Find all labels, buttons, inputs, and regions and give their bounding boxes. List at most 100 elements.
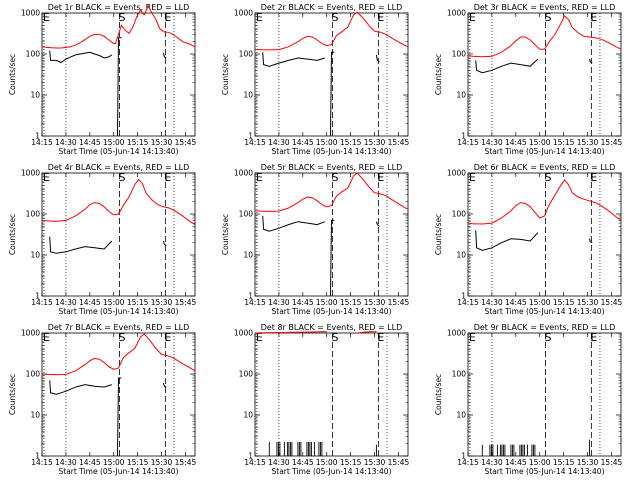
y-tick-label: 100 xyxy=(452,50,467,59)
marker-label: E xyxy=(377,171,384,184)
detector-panel-5: Det 5r BLACK = Events, RED = LLD 1 10 100 10… xyxy=(213,160,426,320)
series-lld-line xyxy=(254,172,409,212)
marker-label: S xyxy=(331,331,338,344)
y-tick-label: 1000 xyxy=(447,9,466,18)
x-tick-label: 15:00 xyxy=(316,138,338,147)
marker-label: S xyxy=(118,331,125,344)
marker-label: E xyxy=(164,171,171,184)
y-axis-label: Counts/sec xyxy=(8,214,17,255)
series-events-line xyxy=(262,215,325,232)
x-tick-label: 15:45 xyxy=(175,138,197,147)
y-tick-label: 1000 xyxy=(447,329,466,338)
marker-label: E xyxy=(469,331,476,344)
x-tick-label: 15:45 xyxy=(388,458,410,467)
plot-frame xyxy=(41,12,196,137)
x-tick-label: 14:45 xyxy=(79,458,101,467)
x-tick-label: 14:15 xyxy=(457,138,479,147)
series-events-line xyxy=(588,58,593,64)
chart-svg: Det 8r BLACK = Events, RED = LLD 1 10 100 10… xyxy=(234,323,410,476)
x-tick-label: 15:45 xyxy=(388,138,410,147)
marker-label: E xyxy=(377,11,384,24)
x-tick-label: 14:45 xyxy=(292,298,314,307)
x-axis-label: Start Time (05-Jun-14 14:13:40) xyxy=(485,307,605,316)
y-tick-label: 100 xyxy=(452,210,467,219)
x-tick-label: 14:45 xyxy=(292,138,314,147)
x-tick-label: 15:15 xyxy=(340,138,362,147)
y-tick-label: 1 xyxy=(35,452,40,461)
y-tick-label: 1000 xyxy=(447,169,466,178)
x-axis-label: Start Time (05-Jun-14 14:13:40) xyxy=(59,307,179,316)
plot-frame xyxy=(41,172,196,297)
y-tick-label: 1 xyxy=(461,292,466,301)
series-events-line xyxy=(330,219,335,297)
y-tick-label: 10 xyxy=(243,411,253,420)
chart-title: Det 3r BLACK = Events, RED = LLD xyxy=(474,3,616,12)
marker-label: E xyxy=(43,331,50,344)
x-tick-label: 15:00 xyxy=(103,138,125,147)
y-tick-label: 10 xyxy=(30,411,40,420)
x-tick-label: 14:30 xyxy=(481,298,503,307)
chart-title: Det 2r BLACK = Events, RED = LLD xyxy=(261,3,403,12)
y-tick-label: 10 xyxy=(243,251,253,260)
x-tick-label: 15:15 xyxy=(127,298,149,307)
chart-svg: Det 7r BLACK = Events, RED = LLD 1 10 100 10… xyxy=(8,323,196,476)
x-tick-label: 14:45 xyxy=(79,138,101,147)
series-events-line xyxy=(588,238,593,244)
x-tick-label: 15:00 xyxy=(103,458,125,467)
x-axis-label: Start Time (05-Jun-14 14:13:40) xyxy=(485,467,605,476)
y-tick-label: 10 xyxy=(456,91,466,100)
detector-panel-7: Det 7r BLACK = Events, RED = LLD 1 10 100 10… xyxy=(0,320,213,480)
marker-label: E xyxy=(590,11,597,24)
y-tick-label: 1 xyxy=(461,132,466,141)
marker-label: E xyxy=(469,11,476,24)
series-events-line xyxy=(475,58,539,74)
x-tick-label: 14:45 xyxy=(505,298,527,307)
x-tick-label: 14:45 xyxy=(505,458,527,467)
plot-frame xyxy=(254,172,409,297)
detector-panel-9: Det 9r BLACK = Events, RED = LLD 1 10 100 10… xyxy=(426,320,639,480)
series-events-line xyxy=(375,54,380,63)
x-tick-label: 15:30 xyxy=(151,458,173,467)
x-tick-label: 14:30 xyxy=(55,138,77,147)
chart-title: Det 6r BLACK = Events, RED = LLD xyxy=(474,163,616,172)
chart-svg: Det 1r BLACK = Events, RED = LLD 1 10 100 10… xyxy=(8,3,197,156)
x-tick-label: 15:30 xyxy=(577,298,599,307)
y-tick-label: 100 xyxy=(239,50,254,59)
x-tick-label: 15:45 xyxy=(388,298,410,307)
x-tick-label: 15:00 xyxy=(529,138,551,147)
chart-title: Det 7r BLACK = Events, RED = LLD xyxy=(48,323,190,332)
plot-frame xyxy=(467,12,622,137)
series-events-burst xyxy=(481,444,536,456)
chart-svg: Det 3r BLACK = Events, RED = LLD 1 10 100 10… xyxy=(434,3,623,156)
x-tick-label: 15:30 xyxy=(577,138,599,147)
plot-frame xyxy=(254,332,409,457)
detector-panel-6: Det 6r BLACK = Events, RED = LLD 1 10 100 10… xyxy=(426,160,639,320)
y-tick-label: 1 xyxy=(461,452,466,461)
series-events-line xyxy=(330,51,335,137)
marker-label: S xyxy=(544,171,551,184)
x-tick-label: 15:00 xyxy=(316,458,338,467)
plot-frame xyxy=(467,332,622,457)
y-tick-label: 10 xyxy=(456,411,466,420)
series-lld-line xyxy=(467,15,622,58)
series-lld-line xyxy=(467,179,622,225)
x-axis-label: Start Time (05-Jun-14 14:13:40) xyxy=(59,467,179,476)
chart-title: Det 1r BLACK = Events, RED = LLD xyxy=(48,3,190,12)
x-tick-label: 14:30 xyxy=(55,298,77,307)
x-tick-label: 15:45 xyxy=(601,138,623,147)
series-events-line xyxy=(162,382,167,388)
marker-label: E xyxy=(43,171,50,184)
y-tick-label: 1000 xyxy=(234,329,253,338)
x-tick-label: 14:15 xyxy=(244,458,266,467)
y-axis-label: Counts/sec xyxy=(434,374,443,415)
chart-svg: Det 5r BLACK = Events, RED = LLD 1 10 100 10… xyxy=(221,163,410,316)
x-tick-label: 15:15 xyxy=(127,458,149,467)
series-lld-line xyxy=(254,11,409,51)
series-events-line xyxy=(49,50,113,64)
plot-frame xyxy=(41,332,196,457)
series-events-line xyxy=(262,52,325,67)
y-tick-label: 100 xyxy=(452,370,467,379)
y-axis-label: Counts/sec xyxy=(434,214,443,255)
marker-label: E xyxy=(164,11,171,24)
